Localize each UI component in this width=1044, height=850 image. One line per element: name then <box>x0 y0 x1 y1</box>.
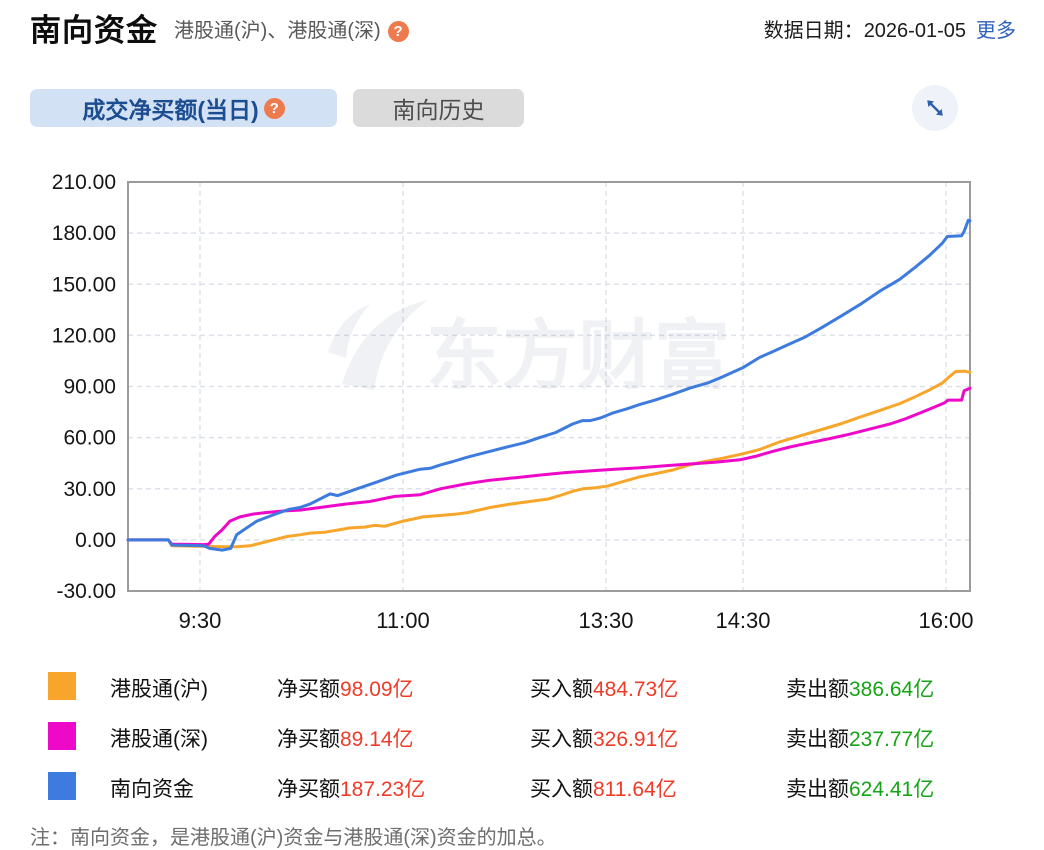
net-buy-value: 187.23亿 <box>340 778 426 801</box>
sell-metric: 卖出额386.64亿 <box>786 678 935 701</box>
legend-row: 南向资金 净买额187.23亿 买入额811.64亿 卖出额624.41亿 <box>48 762 1028 812</box>
svg-text:210.00: 210.00 <box>52 171 116 194</box>
svg-text:60.00: 60.00 <box>63 427 116 450</box>
series-swatch <box>48 722 76 750</box>
buy-value: 326.91亿 <box>593 728 679 751</box>
svg-text:11:00: 11:00 <box>376 608 429 633</box>
tab-bar: 成交净买额(当日) ? 南向历史 <box>30 89 524 127</box>
svg-text:9:30: 9:30 <box>179 608 222 633</box>
page-subtitle: 港股通(沪)、港股通(深) <box>174 20 381 42</box>
help-icon[interactable]: ? <box>263 97 285 119</box>
net-buy-metric: 净买额89.14亿 <box>277 728 414 751</box>
buy-metric: 买入额326.91亿 <box>530 728 679 751</box>
line-chart: 东方财富 210.00 180.00 150.00 120.00 90.00 60.00 30… <box>52 171 974 633</box>
buy-metric: 买入额811.64亿 <box>530 778 677 801</box>
svg-text:14:30: 14:30 <box>715 608 770 633</box>
svg-text:120.00: 120.00 <box>52 324 116 347</box>
series-name: 南向资金 <box>110 778 194 801</box>
legend-row: 港股通(沪) 净买额98.09亿 买入额484.73亿 卖出额386.64亿 <box>48 662 1028 712</box>
legend: 港股通(沪) 净买额98.09亿 买入额484.73亿 卖出额386.64亿 港… <box>48 662 1028 812</box>
footnote: 注：南向资金，是港股通(沪)资金与港股通(深)资金的加总。 <box>30 827 557 849</box>
help-icon[interactable]: ? <box>387 20 409 42</box>
tab-southbound-history[interactable]: 南向历史 <box>353 89 524 127</box>
more-link[interactable]: 更多 <box>976 20 1016 42</box>
sell-metric: 卖出额237.77亿 <box>786 728 935 751</box>
page-title: 南向资金 <box>30 13 158 48</box>
tab-net-buy-today[interactable]: 成交净买额(当日) ? <box>30 89 337 127</box>
data-date-label: 数据日期：2026-01-05 <box>763 20 966 42</box>
series-name: 港股通(深) <box>110 728 208 751</box>
svg-text:0.00: 0.00 <box>75 529 116 552</box>
series-name: 港股通(沪) <box>110 678 208 701</box>
series-swatch <box>48 672 76 700</box>
svg-text:13:30: 13:30 <box>578 608 633 633</box>
buy-value: 484.73亿 <box>593 678 679 701</box>
net-buy-metric: 净买额98.09亿 <box>277 678 414 701</box>
svg-text:30.00: 30.00 <box>63 478 116 501</box>
sell-metric: 卖出额624.41亿 <box>786 778 935 801</box>
sell-value: 624.41亿 <box>849 778 935 801</box>
series-swatch <box>48 772 76 800</box>
expand-button[interactable] <box>912 85 958 131</box>
svg-text:90.00: 90.00 <box>63 376 116 399</box>
svg-text:16:00: 16:00 <box>918 608 973 633</box>
expand-arrows-icon <box>927 100 943 116</box>
svg-text:-30.00: -30.00 <box>56 580 116 603</box>
sell-value: 237.77亿 <box>849 728 935 751</box>
tab-southbound-history-label: 南向历史 <box>392 97 485 123</box>
net-buy-value: 98.09亿 <box>340 678 414 701</box>
buy-value: 811.64亿 <box>593 778 677 801</box>
svg-text:180.00: 180.00 <box>52 222 116 245</box>
buy-metric: 买入额484.73亿 <box>530 678 679 701</box>
legend-row: 港股通(深) 净买额89.14亿 买入额326.91亿 卖出额237.77亿 <box>48 712 1028 762</box>
svg-text:150.00: 150.00 <box>52 273 116 296</box>
data-date-value: 2026-01-05 <box>863 20 966 42</box>
tab-net-buy-today-label: 成交净买额(当日) <box>82 97 259 123</box>
net-buy-metric: 净买额187.23亿 <box>277 778 426 801</box>
sell-value: 386.64亿 <box>849 678 935 701</box>
header: 南向资金 港股通(沪)、港股通(深) ? 数据日期：2026-01-05 更多 <box>30 12 1016 50</box>
net-buy-value: 89.14亿 <box>340 728 414 751</box>
svg-text:东方财富: 东方财富 <box>426 314 730 399</box>
